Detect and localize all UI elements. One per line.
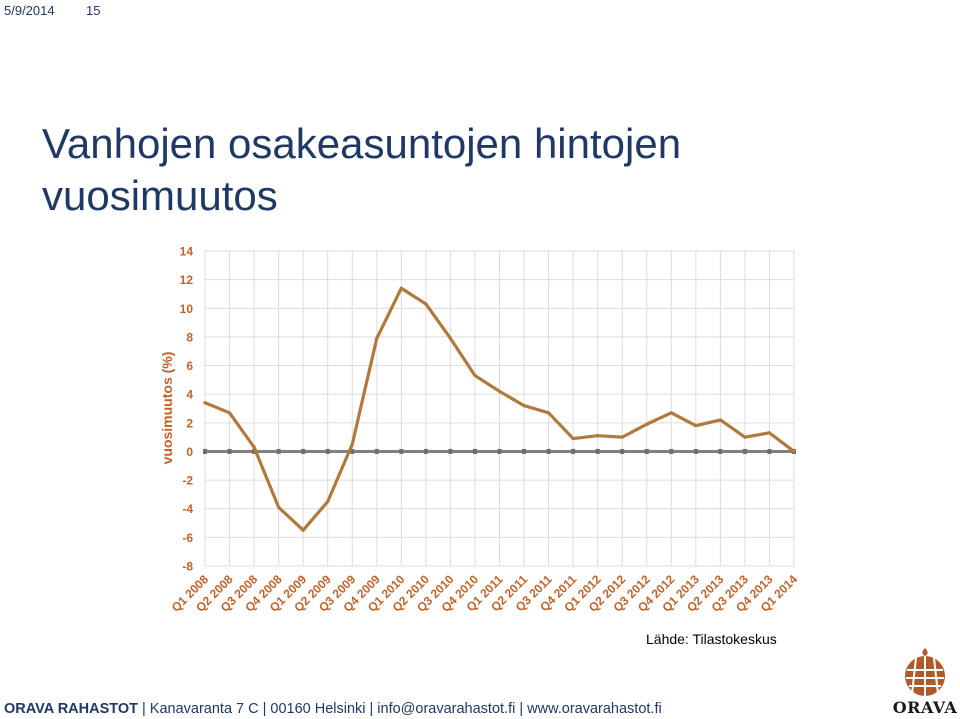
zero-axis-tick [301, 448, 306, 454]
y-tick-label: 10 [180, 302, 194, 316]
zero-axis-tick [399, 448, 404, 454]
data-point [448, 336, 453, 340]
footer-contact: ORAVA RAHASTOT | Kanavaranta 7 C | 00160 Hel… [4, 701, 662, 717]
source-note: Lähde: Tilastokeskus [646, 631, 777, 647]
zero-axis-tick [522, 448, 527, 454]
data-point [350, 442, 354, 446]
zero-axis-tick [669, 448, 674, 454]
zero-axis-tick [546, 448, 551, 454]
data-point [473, 373, 477, 378]
data-point [227, 411, 232, 415]
data-point [645, 422, 649, 426]
zero-axis-tick [448, 448, 453, 454]
data-point [203, 401, 207, 405]
slide-title: Vanhojen osakeasuntojen hintojen vuosimu… [42, 120, 682, 219]
data-point [718, 418, 722, 422]
data-point [252, 445, 256, 449]
series-points [203, 286, 796, 532]
zero-axis-tick [693, 448, 698, 454]
data-point [792, 449, 796, 454]
data-point [326, 499, 330, 504]
y-tick-label: -2 [182, 474, 193, 488]
zero-axis-tick [595, 448, 600, 454]
zero-axis-tick [742, 448, 747, 454]
y-tick-labels: 14 12 10 8 6 4 2 0 -2 -4 -6 -8 [180, 245, 194, 574]
zero-axis-tick [571, 448, 576, 454]
y-tick-label: 4 [186, 388, 193, 402]
data-point [497, 389, 502, 393]
zero-axis-tick [276, 448, 281, 454]
zero-axis-tick [644, 448, 649, 454]
y-tick-label: 6 [186, 359, 193, 373]
y-axis-label: vuosimuutos (%) [159, 352, 175, 465]
header-date: 5/9/2014 [4, 3, 55, 18]
data-point [522, 404, 526, 408]
data-point [767, 431, 772, 435]
y-tick-label: -4 [182, 502, 193, 516]
y-tick-label: -8 [182, 560, 193, 574]
zero-axis-tick [497, 448, 502, 454]
zero-axis-tick [203, 448, 207, 454]
zero-axis-tick [350, 448, 355, 454]
zero-axis-tick [620, 448, 625, 454]
zero-axis-tick [227, 448, 232, 454]
y-tick-label: 2 [186, 416, 193, 430]
zero-axis-tick [423, 448, 428, 454]
orava-logo: ORAVA [892, 646, 958, 718]
page-number: 15 [86, 3, 101, 18]
data-point [669, 411, 673, 415]
y-tick-label: 8 [186, 330, 193, 344]
logo-wordmark: ORAVA [892, 698, 958, 717]
footer-address: Kanavaranta 7 C [149, 701, 259, 717]
zero-line [203, 448, 796, 454]
data-point [424, 302, 428, 306]
data-point [399, 286, 403, 290]
y-tick-label: -6 [182, 531, 193, 545]
zero-axis-tick [252, 448, 257, 454]
grid-lines [204, 250, 795, 567]
zero-axis-tick [472, 448, 477, 454]
y-tick-label: 12 [180, 273, 194, 287]
y-tick-label: 14 [180, 245, 194, 259]
data-point [546, 411, 551, 415]
data-point [620, 435, 624, 439]
pinecone-icon [905, 648, 945, 696]
y-tick-label: 0 [186, 445, 193, 459]
data-point [375, 336, 379, 340]
data-point [743, 435, 747, 439]
footer-website[interactable]: www.oravarahastot.fi [527, 701, 662, 717]
zero-axis-tick [718, 448, 723, 454]
data-point [277, 505, 281, 509]
data-point [596, 434, 600, 438]
zero-axis-tick [767, 448, 772, 454]
data-point [694, 424, 698, 428]
footer-city: 00160 Helsinki [270, 701, 366, 717]
zero-axis-tick [325, 448, 330, 454]
data-point [571, 436, 575, 441]
data-point [301, 528, 305, 532]
footer-email[interactable]: info@oravarahastot.fi [377, 701, 516, 717]
zero-axis-tick [374, 448, 379, 454]
footer-brand: ORAVA RAHASTOT [4, 701, 138, 717]
